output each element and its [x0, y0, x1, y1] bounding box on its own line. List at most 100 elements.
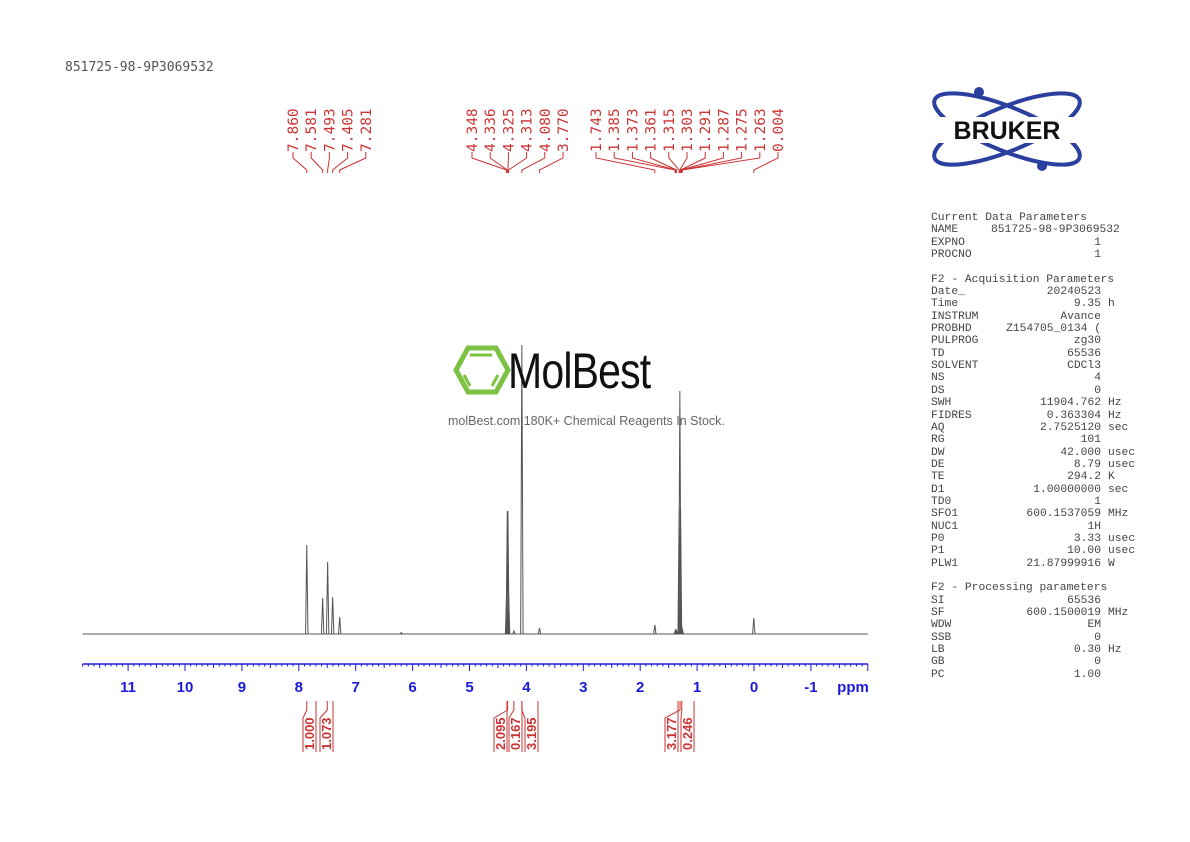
peak-label: 1.743	[589, 108, 605, 152]
param-key: PC	[931, 668, 945, 681]
peak-leader-line	[310, 152, 324, 173]
peak-leader-line	[471, 152, 508, 173]
param-row: PLW1 21.87999916 W	[931, 558, 1141, 570]
x-tick-label: 7	[352, 679, 360, 696]
peak-leader-line	[538, 152, 564, 173]
x-tick-label: 1	[693, 679, 701, 696]
param-row: TE 294.2 K	[931, 471, 1141, 483]
param-key: NUC1	[931, 520, 959, 533]
param-key: SSB	[931, 631, 952, 644]
bruker-wordmark: BRUKER	[954, 117, 1061, 145]
peak-label: 1.385	[607, 108, 623, 152]
param-key: Time	[931, 298, 959, 311]
benzene-logo-icon	[453, 345, 511, 395]
param-row: Date_ 20240523	[931, 286, 1141, 298]
peak-leader-line	[681, 152, 761, 173]
param-value: Avance	[1060, 310, 1101, 323]
param-row: NUC1 1H	[931, 521, 1141, 533]
param-key: EXPNO	[931, 236, 965, 249]
spectrum-peak	[506, 593, 511, 635]
param-row: SF 600.1500019 MHz	[931, 607, 1141, 619]
peak-label: 1.263	[753, 108, 769, 152]
param-value: 3.33	[1073, 532, 1101, 545]
param-key: PROCNO	[931, 249, 972, 262]
peak-label: 1.291	[698, 108, 714, 152]
param-key: D1	[931, 483, 945, 496]
integral-value: 1.073	[319, 717, 334, 750]
watermark-tagline: molBest.com,180K+ Chemical Reagents In S…	[448, 414, 725, 428]
param-unit: W	[1108, 557, 1115, 570]
param-row: D1 1.00000000 sec	[931, 484, 1141, 496]
peak-label: 4.336	[483, 108, 499, 152]
integral-value: 0.246	[680, 717, 695, 750]
peak-leader-line	[680, 152, 724, 173]
param-row: P0 3.33 usec	[931, 533, 1141, 545]
param-value: 20240523	[1046, 286, 1101, 299]
param-key: NAME	[931, 224, 959, 237]
param-key: TE	[931, 471, 945, 484]
x-tick-label: 3	[579, 679, 587, 696]
integral-value: 0.167	[508, 717, 523, 750]
param-key: SOLVENT	[931, 360, 979, 373]
param-unit: usec	[1108, 458, 1136, 471]
param-section-title: Current Data Parameters	[931, 212, 1087, 224]
param-value: 851725-98-9P3069532	[991, 224, 1120, 237]
peak-label: 7.860	[286, 108, 302, 152]
param-value: 1.00000000	[1033, 483, 1101, 496]
param-value: 21.87999916	[1026, 557, 1101, 570]
spectrum-peak	[305, 544, 309, 635]
param-unit: usec	[1108, 545, 1136, 558]
param-row: PROCNO 1	[931, 249, 1141, 261]
spectrum-peak	[520, 344, 524, 635]
peak-leader-line	[680, 152, 743, 173]
param-key: SWH	[931, 397, 952, 410]
integral-bracket	[680, 701, 683, 752]
param-key: GB	[931, 656, 945, 669]
param-key: WDW	[931, 619, 952, 632]
x-tick-label: 6	[408, 679, 416, 696]
x-tick-label: 10	[177, 679, 194, 696]
peak-leader-line	[753, 152, 779, 173]
integral-value: 2.095	[493, 717, 508, 750]
param-section-title: F2 - Acquisition Parameters	[931, 273, 1115, 286]
x-tick-label: -1	[804, 679, 817, 696]
param-row: GB 0	[931, 656, 1141, 668]
integral-bracket	[508, 701, 515, 752]
spectrum-peak	[752, 617, 756, 635]
param-value: 1	[1094, 495, 1101, 508]
param-row: EXPNO 1	[931, 237, 1141, 249]
param-value: 8.79	[1073, 458, 1101, 471]
peak-label: 1.373	[625, 108, 641, 152]
param-value: 42.000	[1060, 446, 1101, 459]
spectrum-peak	[320, 597, 325, 635]
spectrum-peak	[506, 510, 510, 635]
spectrum-peak	[678, 508, 683, 635]
integral-bracket	[521, 701, 526, 752]
sample-id-title: 851725-98-9P3069532	[65, 60, 214, 75]
param-row: DW 42.000 usec	[931, 447, 1141, 459]
param-value: CDCl3	[1067, 360, 1101, 373]
x-tick-label: 0	[750, 679, 758, 696]
spectrum-peak	[679, 625, 684, 635]
peak-label: 7.493	[322, 108, 338, 152]
param-value: 11904.762	[1039, 397, 1101, 410]
peak-leader-line	[595, 152, 656, 173]
peak-label: 4.313	[520, 108, 536, 152]
peak-label: 1.287	[716, 108, 732, 152]
param-key: SF	[931, 607, 945, 619]
spectrum-peak	[512, 629, 516, 635]
param-unit: MHz	[1108, 508, 1129, 521]
peak-leader-line	[631, 152, 677, 173]
param-row: AQ 2.7525120 sec	[931, 422, 1141, 434]
peak-label: 4.080	[538, 108, 554, 152]
param-value: EM	[1087, 619, 1101, 632]
param-key: SI	[931, 594, 945, 607]
integral-value: 3.195	[524, 717, 539, 750]
param-unit: MHz	[1108, 607, 1129, 619]
param-row: PROBHD Z154705_0134 (	[931, 323, 1141, 335]
peak-leader-line	[292, 152, 308, 173]
param-unit: Hz	[1108, 644, 1122, 657]
param-value: zg30	[1073, 335, 1101, 348]
peak-leader-line	[521, 152, 546, 173]
watermark-brand: MolBest	[508, 343, 651, 399]
